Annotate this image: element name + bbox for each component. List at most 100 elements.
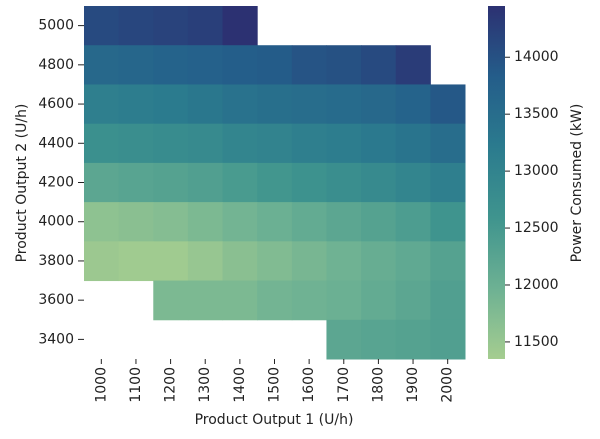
y-axis-label: Product Output 2 (U/h) xyxy=(14,104,30,263)
y-tick-label: 3400 xyxy=(38,331,74,347)
heat-cell xyxy=(326,241,362,282)
colorbar-tick-label: 12500 xyxy=(514,220,559,236)
heat-cell xyxy=(118,45,154,85)
heat-cell xyxy=(84,84,120,125)
heat-cell xyxy=(430,123,466,164)
heat-cell xyxy=(326,319,362,360)
heat-cell xyxy=(326,45,362,85)
heat-cell xyxy=(326,162,362,203)
heat-cell xyxy=(257,162,293,203)
heat-cell xyxy=(257,280,293,321)
heat-cell xyxy=(291,202,327,242)
heat-cell xyxy=(395,202,431,242)
x-tick-label: 1500 xyxy=(267,367,283,403)
heat-cell xyxy=(395,241,431,282)
colorbar-tick-label: 11500 xyxy=(514,334,559,350)
heat-cell xyxy=(187,6,224,46)
x-tick-label: 1400 xyxy=(232,367,248,403)
heat-cell xyxy=(291,123,327,164)
colorbar-tick-label: 13000 xyxy=(514,163,559,179)
colorbar-label: Power Consumed (kW) xyxy=(569,104,585,263)
heat-cell xyxy=(326,202,362,242)
heat-cell xyxy=(361,162,397,203)
heat-cell xyxy=(361,45,397,85)
heat-cell xyxy=(361,241,397,282)
heat-cell xyxy=(395,45,431,85)
heat-cell xyxy=(84,162,120,203)
heat-cell xyxy=(222,45,258,85)
heat-cell xyxy=(187,202,224,242)
heat-cell xyxy=(430,202,466,242)
heat-cell xyxy=(187,162,224,203)
colorbar xyxy=(488,6,505,359)
heat-cell xyxy=(430,280,466,321)
x-tick-label: 1700 xyxy=(336,367,352,403)
x-tick-label: 1800 xyxy=(370,367,386,403)
x-tick-label: 1300 xyxy=(197,367,213,403)
y-tick-label: 4400 xyxy=(38,135,74,151)
heat-cell xyxy=(153,84,189,125)
y-tick-label: 3800 xyxy=(38,253,74,269)
x-tick-label: 2000 xyxy=(440,367,456,403)
heat-cell xyxy=(187,84,224,125)
heat-cell xyxy=(84,202,120,242)
heat-cell xyxy=(222,202,258,242)
heat-cell xyxy=(222,123,258,164)
heat-cell xyxy=(430,319,466,360)
y-tick-label: 4800 xyxy=(38,57,74,73)
heat-cell xyxy=(153,202,189,242)
heat-cell xyxy=(430,241,466,282)
heat-cell xyxy=(361,280,397,321)
heat-cell xyxy=(153,241,189,282)
heat-cell xyxy=(153,123,189,164)
heat-cell xyxy=(187,280,224,321)
heat-cell xyxy=(257,241,293,282)
heat-cell xyxy=(361,202,397,242)
heat-cell xyxy=(326,280,362,321)
heat-cell xyxy=(361,319,397,360)
heat-cell xyxy=(395,84,431,125)
x-tick-label: 1600 xyxy=(301,367,317,403)
heat-cell xyxy=(153,45,189,85)
heat-cell xyxy=(361,123,397,164)
heat-cell xyxy=(326,84,362,125)
y-tick-label: 4600 xyxy=(38,96,74,112)
heat-cell xyxy=(84,123,120,164)
heat-cell xyxy=(430,84,466,125)
heat-cell xyxy=(153,6,189,46)
heat-cell xyxy=(153,162,189,203)
heat-cell xyxy=(291,280,327,321)
heat-cell xyxy=(395,123,431,164)
heat-cell xyxy=(118,123,154,164)
y-tick-label: 3600 xyxy=(38,292,74,308)
x-tick-label: 1100 xyxy=(128,367,144,403)
y-tick-label: 5000 xyxy=(38,18,74,34)
heat-cell xyxy=(395,280,431,321)
heat-cell xyxy=(395,162,431,203)
y-tick-label: 4200 xyxy=(38,175,74,191)
heat-cell xyxy=(291,84,327,125)
colorbar-tick-label: 14000 xyxy=(514,49,559,65)
x-tick-label: 1200 xyxy=(163,367,179,403)
heat-cell xyxy=(257,123,293,164)
heat-cell xyxy=(84,45,120,85)
heat-cell xyxy=(118,6,154,46)
heat-cell xyxy=(84,6,120,46)
heat-cell xyxy=(395,319,431,360)
heat-cell xyxy=(222,162,258,203)
x-axis-label: Product Output 1 (U/h) xyxy=(195,412,354,428)
heat-cell xyxy=(187,241,224,282)
heat-cell xyxy=(118,162,154,203)
heat-cell xyxy=(118,202,154,242)
heat-cell xyxy=(222,84,258,125)
heat-cell xyxy=(291,45,327,85)
colorbar-tick-label: 12000 xyxy=(514,277,559,293)
x-tick-label: 1000 xyxy=(93,367,109,403)
heat-cell xyxy=(222,241,258,282)
heat-cell xyxy=(291,162,327,203)
heat-cell xyxy=(118,84,154,125)
heat-cell xyxy=(326,123,362,164)
heat-cell xyxy=(257,202,293,242)
heat-cell xyxy=(187,123,224,164)
